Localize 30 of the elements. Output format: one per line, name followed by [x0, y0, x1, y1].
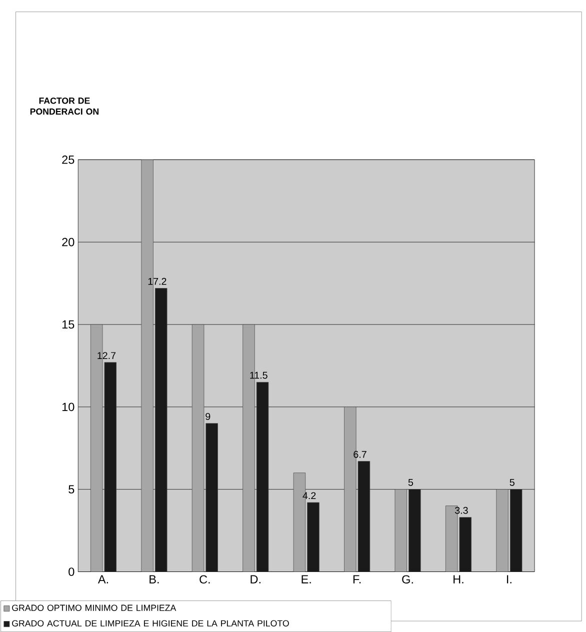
data-label: 12.7 — [98, 352, 116, 359]
data-label: 11.5 — [250, 372, 268, 379]
x-tick-label: E. — [302, 575, 312, 584]
y-tick-label: 10 — [62, 402, 74, 412]
x-tick-label: A. — [98, 575, 108, 584]
x-tick-label: F. — [354, 575, 361, 584]
y-tick-label: 0 — [68, 568, 74, 576]
data-label: 3.3 — [455, 506, 468, 514]
y-tick-label: 25 — [62, 156, 74, 164]
bar — [395, 489, 408, 572]
x-tick-label: G. — [402, 575, 414, 584]
y-tick-label: 20 — [62, 238, 74, 246]
y-axis-title: FACTOR DE PONDERACI ON — [30, 98, 99, 115]
bar — [192, 324, 204, 572]
y-tick-label: 15 — [62, 320, 74, 329]
y-tick-label: 5 — [68, 485, 74, 494]
legend-label: GRADO ACTUAL DE LIMPIEZA E HIGIENE DE LA PLANTA PILOTO — [12, 620, 290, 626]
data-label: 17.2 — [148, 278, 166, 285]
data-label: 5 — [510, 479, 515, 486]
data-label: 6.7 — [354, 450, 367, 458]
x-tick-label: H. — [454, 575, 464, 584]
data-label: 4.2 — [302, 492, 316, 500]
bar — [496, 489, 509, 572]
data-label: 9 — [206, 412, 210, 420]
x-tick-label: B. — [150, 575, 159, 584]
legend-label: GRADO OPTIMO MINIMO DE LIMPIEZA — [12, 604, 176, 611]
x-tick-label: C. — [200, 575, 210, 584]
data-label: 5 — [408, 479, 414, 486]
x-tick-label: I. — [507, 575, 512, 584]
x-tick-label: D. — [250, 575, 261, 584]
